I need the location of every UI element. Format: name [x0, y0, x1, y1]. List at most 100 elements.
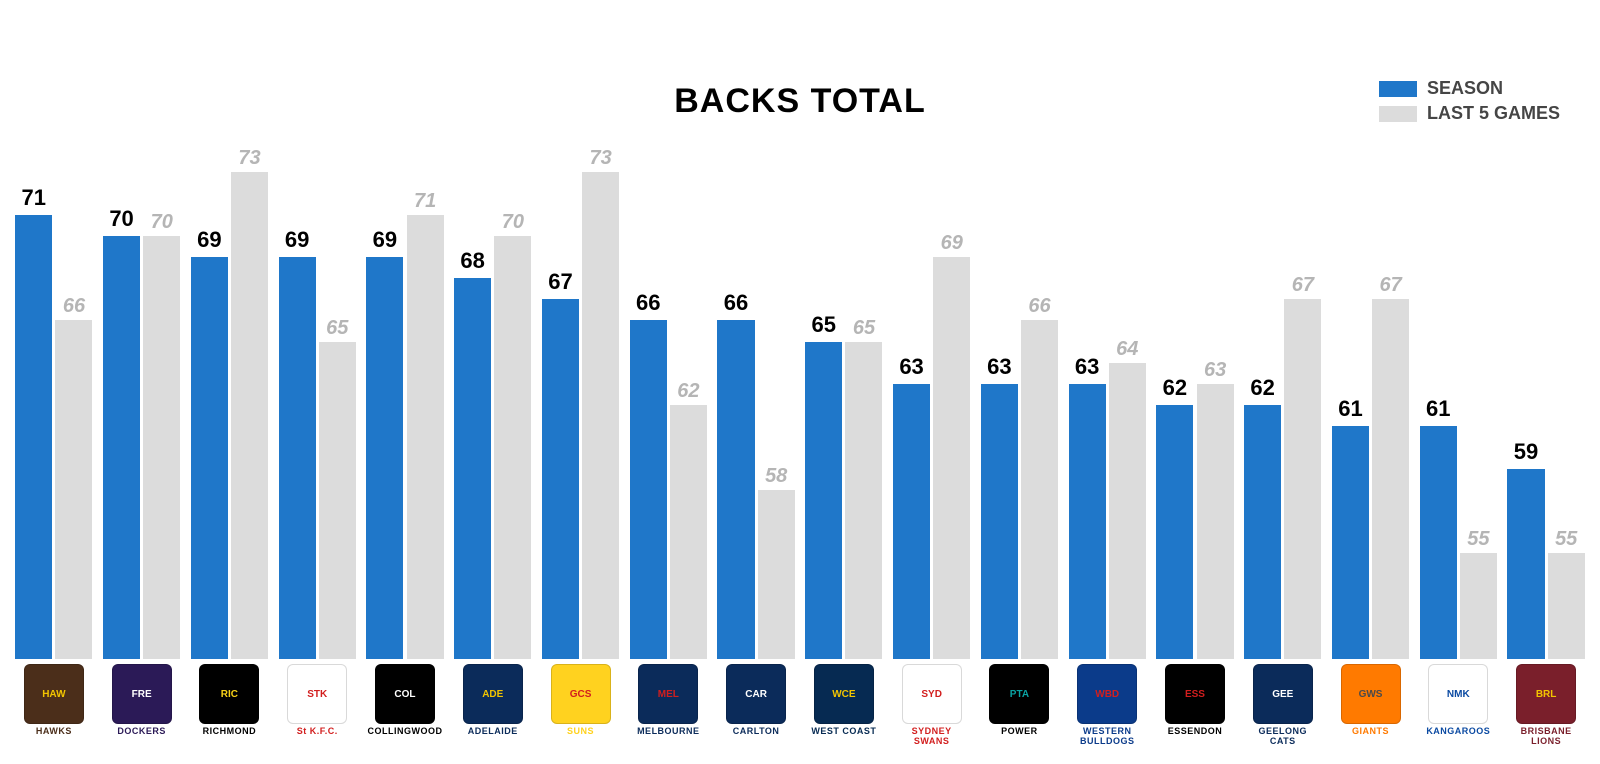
bar-last5: [494, 236, 531, 659]
bar-last5: [55, 320, 92, 659]
bar-season: [1507, 469, 1544, 659]
value-label-last5: 69: [941, 232, 963, 255]
team-logo: GCS: [551, 664, 611, 724]
team-logo: GWS: [1341, 664, 1401, 724]
team-name: BRISBANE LIONS: [1507, 726, 1584, 746]
value-label-last5: 66: [1028, 295, 1050, 318]
bar-last5: [1109, 363, 1146, 659]
bar-last5: [1460, 553, 1497, 659]
xaxis-category: RIC RICHMOND: [191, 664, 268, 764]
team-name: HAWKS: [36, 726, 72, 736]
team-logo: ESS: [1165, 664, 1225, 724]
value-label-season: 69: [197, 227, 221, 253]
bar-group: 70 70: [103, 130, 180, 659]
chart-legend: SEASON LAST 5 GAMES: [1379, 78, 1560, 128]
value-label-season: 66: [724, 290, 748, 316]
xaxis-category: GCS SUNS: [542, 664, 619, 764]
value-label-last5: 67: [1380, 274, 1402, 297]
bar-last5: [1021, 320, 1058, 659]
value-label-season: 62: [1163, 375, 1187, 401]
bar-season: [1244, 405, 1281, 659]
value-label-last5: 64: [1116, 338, 1138, 361]
xaxis-category: ADE ADELAIDE: [454, 664, 531, 764]
bar-group: 6364: [1069, 130, 1146, 659]
value-label-last5: 55: [1467, 528, 1489, 551]
team-name: COLLINGWOOD: [367, 726, 442, 736]
bar-last5: [1284, 299, 1321, 659]
bar-season: [366, 257, 403, 659]
xaxis-category: PTAPOWER: [981, 664, 1058, 764]
team-logo: NMK: [1428, 664, 1488, 724]
bar-group: 6662: [630, 130, 707, 659]
team-logo: PTA: [989, 664, 1049, 724]
value-label-season: 67: [548, 269, 572, 295]
legend-label-last5: LAST 5 GAMES: [1427, 103, 1560, 124]
value-label-last5: 71: [414, 190, 436, 213]
value-label-season: 61: [1338, 396, 1362, 422]
team-logo: COL: [375, 664, 435, 724]
xaxis-category: WCEWEST COAST: [805, 664, 882, 764]
value-label-last5: 55: [1555, 528, 1577, 551]
legend-swatch-last5: [1379, 106, 1417, 122]
team-logo: RIC: [199, 664, 259, 724]
bar-group: 59 55: [1507, 130, 1584, 659]
legend-item-season: SEASON: [1379, 78, 1560, 99]
bar-group: 61 67: [1332, 130, 1409, 659]
team-name: RICHMOND: [203, 726, 257, 736]
bar-season: [717, 320, 754, 659]
value-label-season: 69: [373, 227, 397, 253]
team-logo: FRE: [112, 664, 172, 724]
chart-xaxis: HAWHAWKSFREDOCKERSRICRICHMONDSTKSt K.F.C…: [10, 664, 1590, 764]
bar-group: 6263: [1156, 130, 1233, 659]
value-label-last5: 62: [677, 380, 699, 403]
bar-season: [1332, 426, 1369, 659]
value-label-last5: 73: [590, 147, 612, 170]
value-label-season: 68: [460, 248, 484, 274]
team-logo: MEL: [638, 664, 698, 724]
team-logo: WBD: [1077, 664, 1137, 724]
bar-season: [542, 299, 579, 659]
bar-group: 63 66: [981, 130, 1058, 659]
bar-group: 6658: [717, 130, 794, 659]
value-label-season: 71: [22, 185, 46, 211]
team-name: SUNS: [567, 726, 594, 736]
value-label-last5: 65: [326, 317, 348, 340]
bar-group: 6965: [279, 130, 356, 659]
team-name: ESSENDON: [1168, 726, 1223, 736]
xaxis-category: BRLBRISBANE LIONS: [1507, 664, 1584, 764]
value-label-season: 63: [899, 354, 923, 380]
bar-group: 6155: [1420, 130, 1497, 659]
value-label-last5: 73: [238, 147, 260, 170]
team-name: KANGAROOS: [1426, 726, 1490, 736]
bar-season: [454, 278, 491, 659]
team-name: GEELONG CATS: [1244, 726, 1321, 746]
team-logo: GEE: [1253, 664, 1313, 724]
bar-group: 6565: [805, 130, 882, 659]
bar-season: [630, 320, 667, 659]
bar-group: 69 71: [366, 130, 443, 659]
bar-group: 67 73: [542, 130, 619, 659]
value-label-season: 65: [812, 312, 836, 338]
bar-last5: [758, 490, 795, 659]
xaxis-category: ESS ESSENDON: [1156, 664, 1233, 764]
bar-season: [1069, 384, 1106, 659]
bar-season: [191, 257, 228, 659]
team-name: GIANTS: [1352, 726, 1389, 736]
team-name: CARLTON: [733, 726, 780, 736]
xaxis-category: COL COLLINGWOOD: [366, 664, 443, 764]
bar-last5: [1548, 553, 1585, 659]
team-name: ADELAIDE: [468, 726, 518, 736]
value-label-season: 63: [987, 354, 1011, 380]
team-name: St K.F.C.: [297, 726, 338, 736]
team-logo: ADE: [463, 664, 523, 724]
value-label-season: 70: [109, 206, 133, 232]
xaxis-category: GWS GIANTS: [1332, 664, 1409, 764]
xaxis-category: GEEGEELONG CATS: [1244, 664, 1321, 764]
team-logo: WCE: [814, 664, 874, 724]
legend-label-season: SEASON: [1427, 78, 1503, 99]
value-label-season: 59: [1514, 439, 1538, 465]
bar-last5: [582, 172, 619, 659]
xaxis-category: FREDOCKERS: [103, 664, 180, 764]
bar-season: [805, 342, 842, 659]
value-label-last5: 70: [151, 211, 173, 234]
